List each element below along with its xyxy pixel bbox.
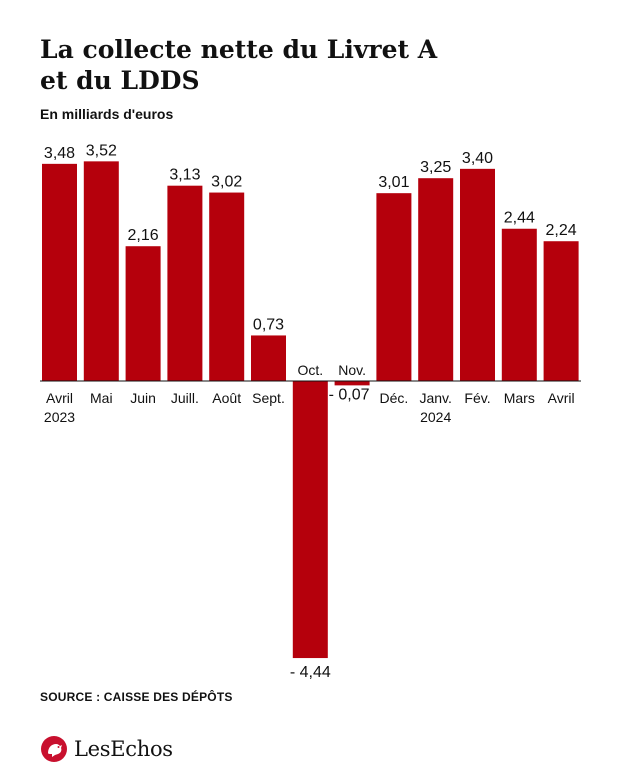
bar-3	[167, 185, 203, 381]
category-label-3: Juill.	[171, 390, 199, 406]
category-label-6: Oct.	[297, 362, 323, 378]
category-label-1: Mai	[90, 390, 113, 406]
category-label-0: Avril	[46, 390, 73, 406]
value-label-12: 2,24	[546, 222, 577, 239]
labels-group: 3,48 Avril 2023 3,52 Mai 2,16 Juin 3,13 Juill. 3,…	[44, 142, 577, 681]
bars-group	[42, 161, 579, 659]
category-label-0-year: 2023	[44, 409, 75, 425]
value-label-0: 3,48	[44, 145, 75, 162]
les-echos-logo: LesEchos	[40, 733, 173, 765]
bar-1	[83, 161, 119, 381]
bar-12	[543, 241, 579, 381]
bar-10	[460, 168, 495, 381]
bar-7	[334, 381, 370, 386]
bar-11	[501, 228, 537, 381]
bar-8	[376, 193, 412, 381]
value-label-3: 3,13	[169, 167, 200, 184]
value-label-1: 3,52	[86, 142, 117, 159]
value-label-4: 3,02	[211, 174, 242, 191]
value-label-2: 2,16	[128, 227, 159, 244]
category-label-4: Août	[212, 390, 241, 406]
bar-6	[292, 381, 328, 659]
category-label-9-year: 2024	[420, 409, 451, 425]
chart-title-line-2: et du LDDS	[40, 66, 200, 95]
value-label-5: 0,73	[253, 316, 284, 333]
bar-0	[42, 163, 77, 381]
bar-2	[125, 246, 161, 381]
category-label-12: Avril	[548, 390, 575, 406]
bar-9	[418, 178, 454, 381]
rooster-logo-icon	[41, 736, 67, 762]
value-label-7: - 0,07	[329, 386, 370, 403]
category-label-7: Nov.	[338, 362, 366, 378]
bar-chart: 3,48 Avril 2023 3,52 Mai 2,16 Juin 3,13 Juill. 3,…	[40, 142, 581, 681]
value-label-8: 3,01	[378, 174, 409, 191]
category-label-5: Sept.	[252, 390, 285, 406]
bar-5	[251, 335, 286, 381]
category-label-9: Janv.	[419, 390, 451, 406]
value-label-10: 3,40	[462, 150, 493, 167]
category-label-8: Déc.	[380, 390, 409, 406]
category-label-11: Mars	[504, 390, 535, 406]
value-label-6: - 4,44	[290, 664, 331, 681]
value-label-11: 2,44	[504, 210, 535, 227]
chart-title-line-1: La collecte nette du Livret A	[40, 35, 438, 64]
category-label-2: Juin	[130, 390, 156, 406]
category-label-10: Fév.	[464, 390, 490, 406]
value-label-9: 3,25	[420, 159, 451, 176]
chart-title: La collecte nette du Livret A et du LDDS	[40, 34, 600, 96]
source-note: SOURCE : CAISSE DES DÉPÔTS	[40, 690, 233, 704]
chart-subtitle: En milliards d'euros	[40, 106, 174, 122]
logo-wordmark: LesEchos	[74, 737, 173, 761]
bar-4	[209, 192, 245, 381]
